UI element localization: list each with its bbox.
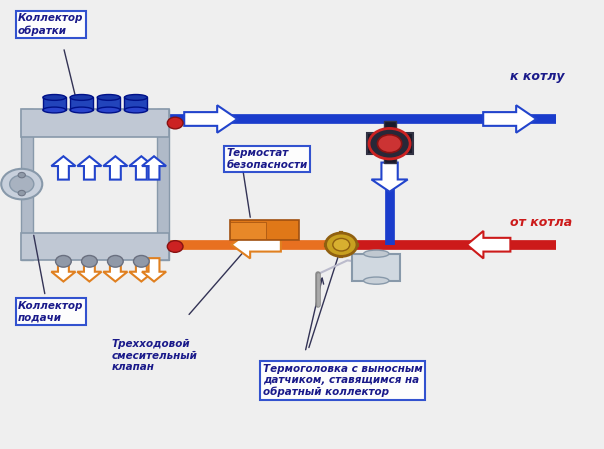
Circle shape bbox=[108, 255, 123, 267]
Bar bbox=[21, 109, 169, 137]
Bar bbox=[230, 220, 299, 240]
Bar bbox=[137, 261, 146, 272]
Bar bbox=[21, 233, 169, 260]
Polygon shape bbox=[467, 231, 510, 259]
Text: Трехходовой
смесительный
клапан: Трехходовой смесительный клапан bbox=[112, 339, 198, 372]
Ellipse shape bbox=[43, 107, 66, 113]
Text: Коллектор
подачи: Коллектор подачи bbox=[18, 301, 83, 322]
Circle shape bbox=[369, 128, 410, 159]
Bar bbox=[59, 261, 68, 272]
Bar bbox=[157, 109, 169, 260]
Circle shape bbox=[82, 255, 97, 267]
Polygon shape bbox=[77, 258, 101, 282]
Circle shape bbox=[167, 241, 183, 252]
Polygon shape bbox=[142, 156, 166, 180]
Bar bbox=[384, 154, 396, 163]
Circle shape bbox=[10, 175, 34, 193]
Ellipse shape bbox=[124, 95, 147, 101]
Bar bbox=[70, 97, 93, 110]
Ellipse shape bbox=[70, 95, 93, 101]
Circle shape bbox=[167, 117, 183, 129]
Circle shape bbox=[56, 255, 71, 267]
Bar bbox=[124, 97, 147, 110]
Polygon shape bbox=[142, 258, 166, 282]
Ellipse shape bbox=[97, 95, 120, 101]
Text: Термоголовка с выносным
датчиком, ставящимся на
обратный коллектор: Термоголовка с выносным датчиком, ставящ… bbox=[263, 364, 422, 397]
Polygon shape bbox=[184, 105, 237, 133]
Bar bbox=[97, 97, 120, 110]
Bar bbox=[352, 254, 400, 281]
Ellipse shape bbox=[97, 107, 120, 113]
Polygon shape bbox=[231, 231, 281, 259]
Polygon shape bbox=[129, 156, 153, 180]
Text: Термостат
безопасности: Термостат безопасности bbox=[226, 148, 308, 170]
Circle shape bbox=[333, 238, 350, 251]
Polygon shape bbox=[103, 156, 127, 180]
Bar bbox=[111, 261, 120, 272]
Text: от котла: от котла bbox=[510, 216, 573, 229]
Polygon shape bbox=[51, 258, 76, 282]
Polygon shape bbox=[371, 163, 408, 192]
Polygon shape bbox=[51, 156, 76, 180]
Bar bbox=[21, 109, 33, 260]
Circle shape bbox=[18, 190, 25, 196]
Circle shape bbox=[378, 135, 402, 153]
Circle shape bbox=[18, 172, 25, 178]
Ellipse shape bbox=[124, 107, 147, 113]
Bar bbox=[85, 261, 94, 272]
Circle shape bbox=[133, 255, 149, 267]
Bar bbox=[43, 97, 66, 110]
Ellipse shape bbox=[43, 95, 66, 101]
Bar bbox=[384, 121, 396, 129]
Circle shape bbox=[326, 233, 357, 256]
Bar bbox=[367, 133, 413, 154]
Bar bbox=[230, 222, 266, 239]
Text: Коллектор
обратки: Коллектор обратки bbox=[18, 13, 83, 35]
Ellipse shape bbox=[364, 277, 389, 284]
Polygon shape bbox=[103, 258, 127, 282]
Circle shape bbox=[1, 169, 42, 199]
Polygon shape bbox=[483, 105, 536, 133]
Text: к котлу: к котлу bbox=[510, 70, 565, 83]
Polygon shape bbox=[77, 156, 101, 180]
Ellipse shape bbox=[70, 107, 93, 113]
Polygon shape bbox=[129, 258, 153, 282]
Ellipse shape bbox=[364, 250, 389, 257]
